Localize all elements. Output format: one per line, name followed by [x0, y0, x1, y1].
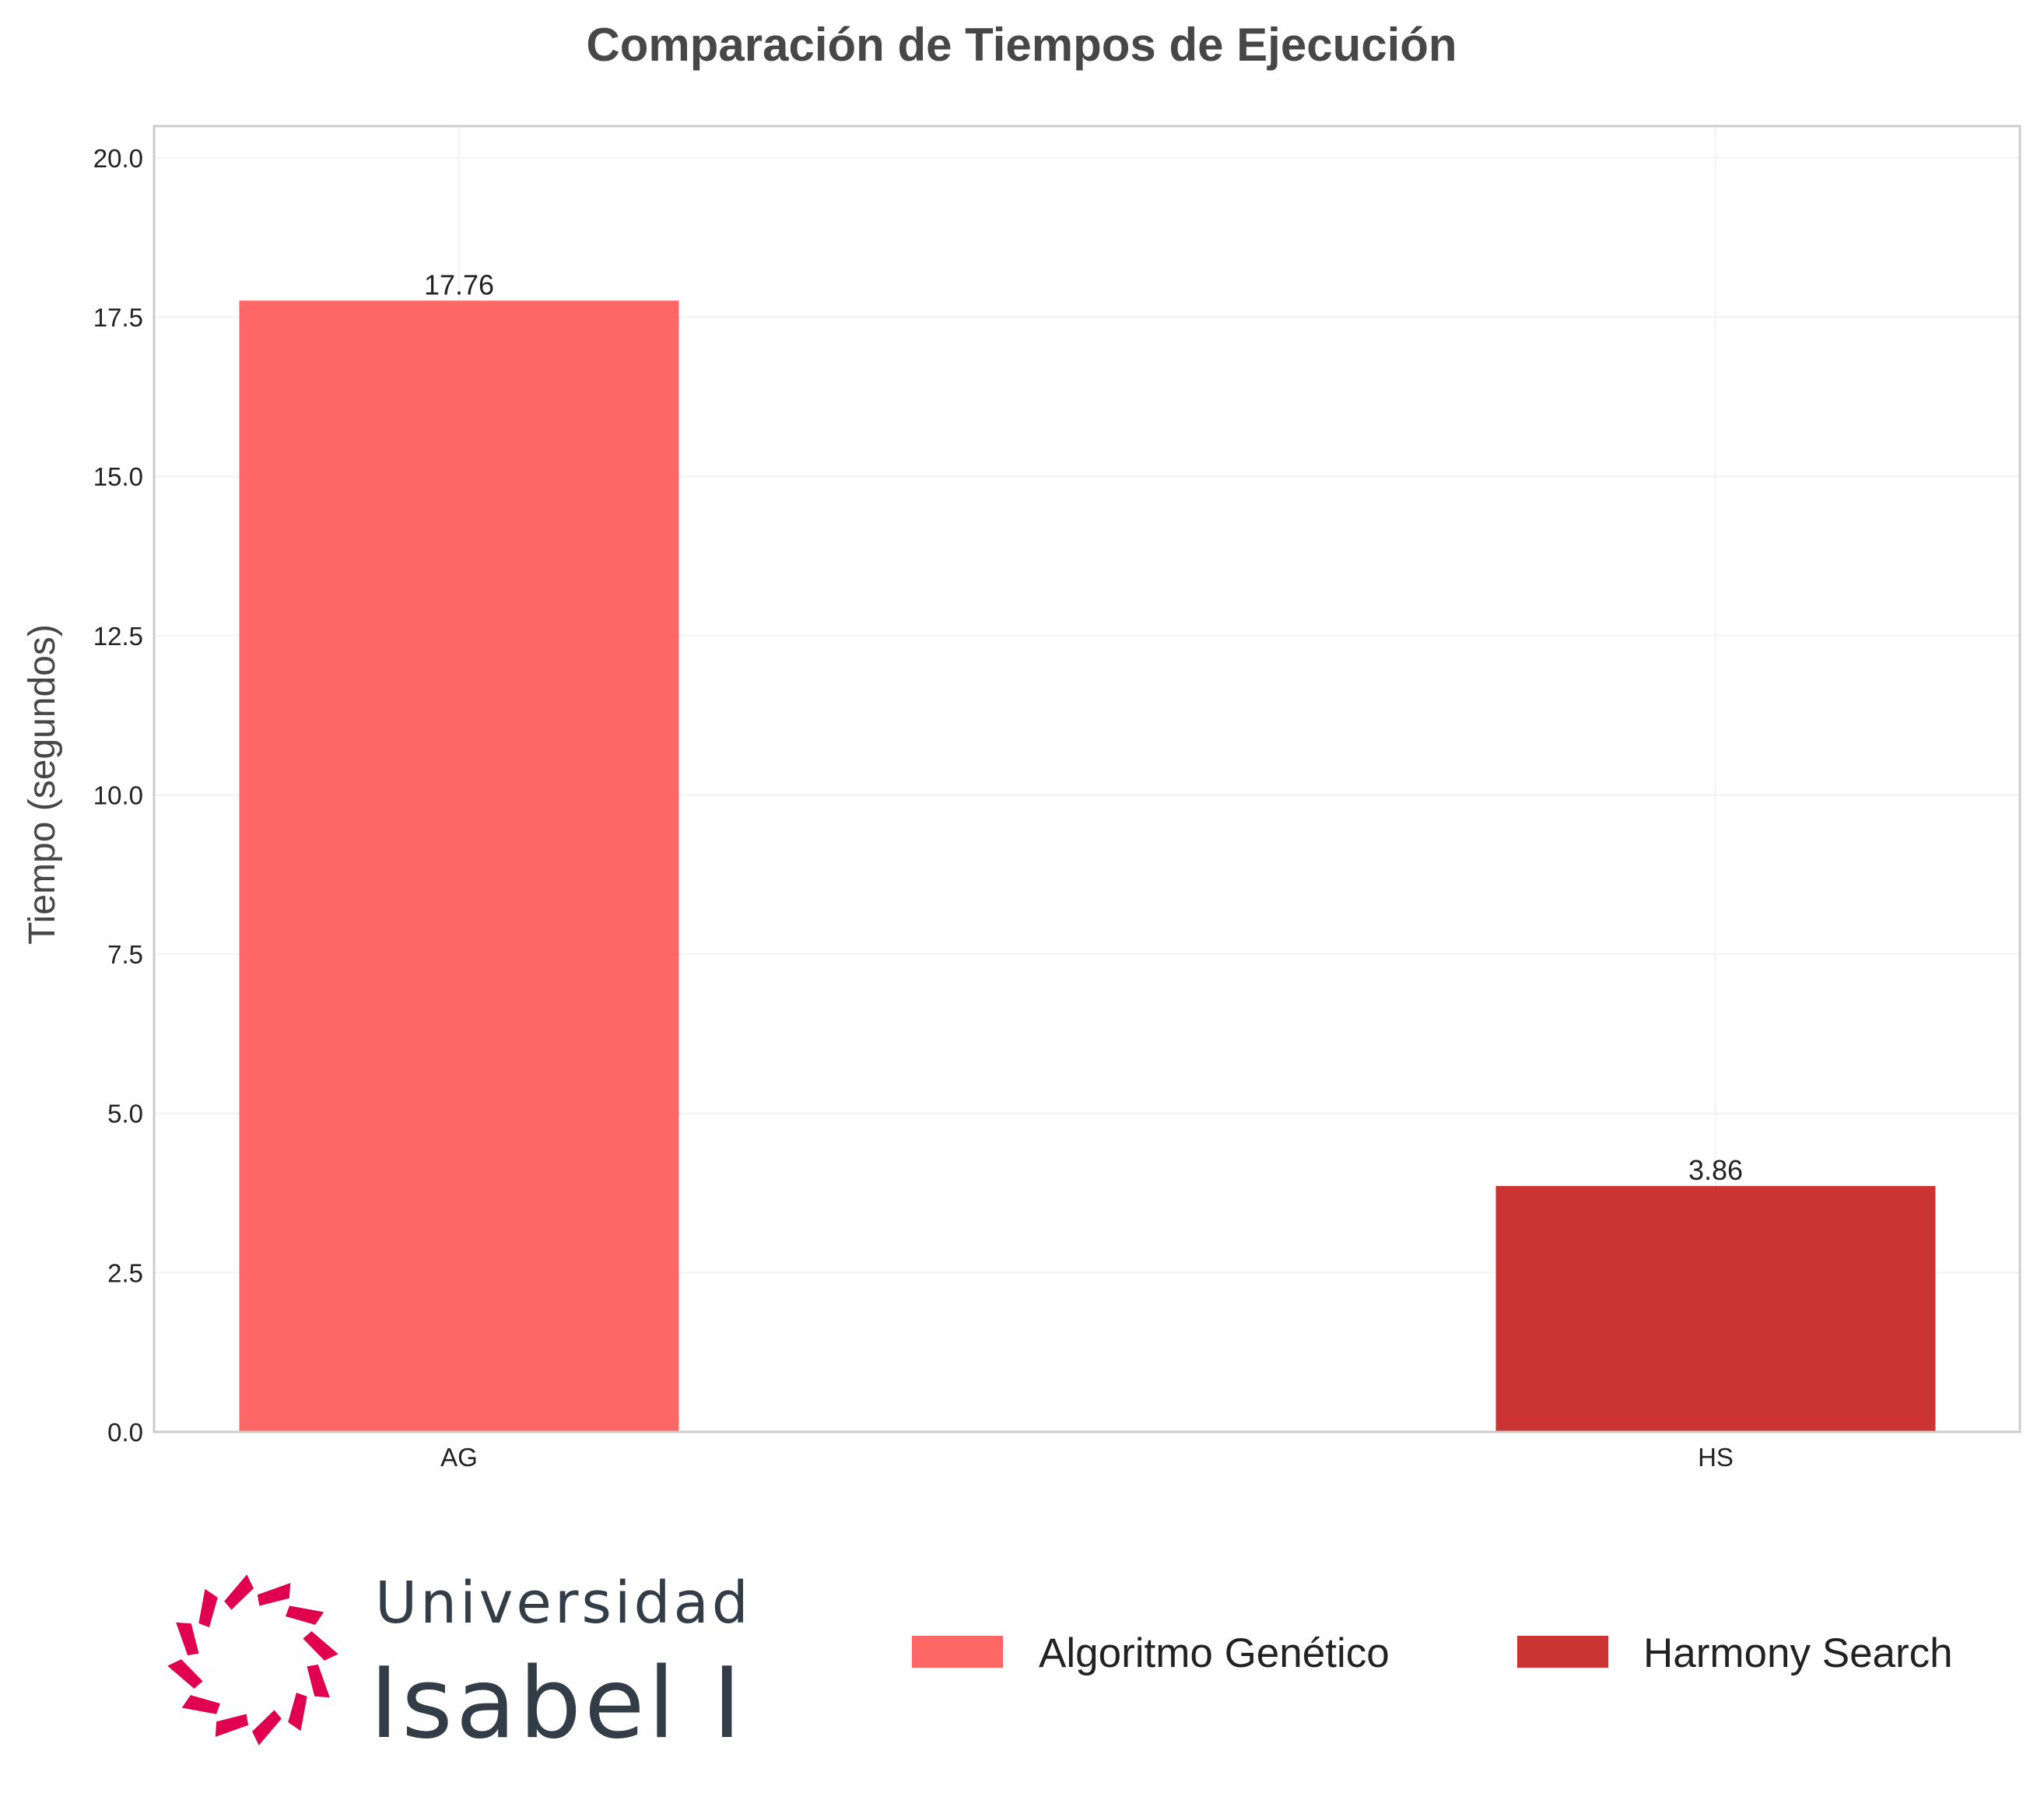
- x-ticks: AG HS: [440, 1443, 1734, 1472]
- bar-hs: [1496, 1186, 1936, 1432]
- bar-ag: [240, 300, 679, 1432]
- data-label: 3.86: [1688, 1154, 1743, 1186]
- logo-line-1: Universidad: [375, 1570, 752, 1637]
- chart-title: Comparación de Tiempos de Ejecución: [586, 19, 1457, 71]
- logo-mark-segment: [288, 1693, 307, 1731]
- logo-mark-segment: [307, 1665, 329, 1697]
- x-tick-label: HS: [1698, 1443, 1734, 1472]
- data-label: 17.76: [424, 268, 494, 300]
- logo-mark-segment: [216, 1714, 248, 1736]
- y-tick-label: 15.0: [93, 462, 143, 491]
- legend-swatch-harmony-search: [1517, 1636, 1608, 1668]
- logo-mark-segment: [286, 1605, 324, 1624]
- logo-mark-segment: [252, 1710, 282, 1745]
- logo-line-2: Isabel I: [370, 1646, 745, 1760]
- legend-label-harmony-search: Harmony Search: [1643, 1630, 1953, 1676]
- y-tick-label: 0.0: [107, 1418, 143, 1447]
- y-tick-label: 17.5: [93, 304, 143, 332]
- x-tick-label: AG: [440, 1443, 478, 1472]
- legend-swatch-algoritmo-genetico: [912, 1636, 1003, 1668]
- y-tick-label: 7.5: [107, 940, 143, 969]
- logo-mark-segment: [303, 1631, 338, 1661]
- y-tick-label: 2.5: [107, 1258, 143, 1287]
- y-axis-label: Tiempo (segundos): [22, 624, 63, 945]
- y-tick-label: 5.0: [107, 1100, 143, 1128]
- logo-mark-segment: [182, 1695, 220, 1714]
- legend-label-algoritmo-genetico: Algoritmo Genético: [1039, 1630, 1390, 1676]
- bars: [240, 300, 1936, 1432]
- logo-mark-segment: [167, 1659, 202, 1689]
- logo-mark-segment: [198, 1589, 217, 1627]
- logo-mark-segment: [176, 1623, 198, 1655]
- y-tick-label: 20.0: [93, 144, 143, 173]
- university-logo: Universidad Isabel I: [167, 1570, 752, 1760]
- legend: Algoritmo Genético Harmony Search: [912, 1630, 1953, 1676]
- logo-mark-segment: [258, 1583, 290, 1605]
- university-logo-mark-icon: [167, 1574, 338, 1745]
- logo-mark-segment: [224, 1574, 254, 1609]
- y-ticks: 0.0 2.5 5.0 7.5 10.0 12.5 15.0 17.5 20.0: [93, 144, 143, 1447]
- y-tick-label: 10.0: [93, 781, 143, 809]
- y-tick-label: 12.5: [93, 622, 143, 651]
